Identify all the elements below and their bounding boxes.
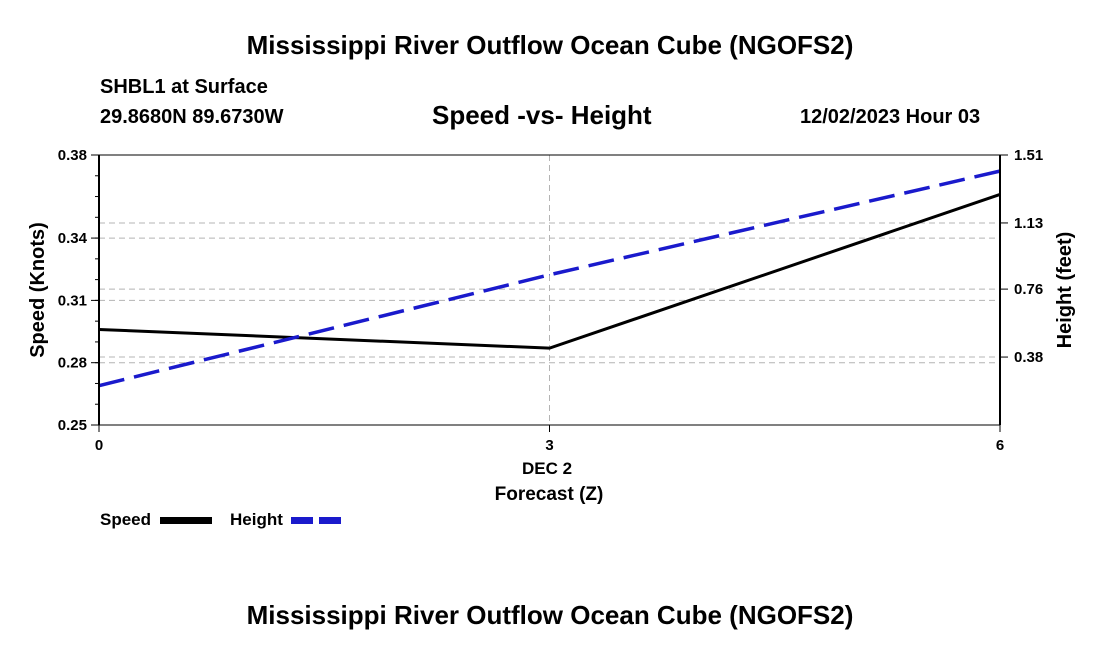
- y-left-tick-label: 0.28: [58, 355, 87, 372]
- y-left-tick-label: 0.38: [58, 147, 87, 164]
- legend-height-swatch: [291, 517, 343, 524]
- series-line-height: [98, 169, 1001, 388]
- y-left-axis-label: Speed (Knots): [27, 222, 49, 358]
- y-right-tick-label: 0.76: [1014, 281, 1043, 298]
- y-left-tick-label: 0.31: [58, 292, 87, 309]
- y-right-tick-label: 1.13: [1014, 215, 1043, 232]
- legend-height-label: Height: [230, 510, 283, 529]
- plot-title: Speed -vs- Height: [432, 100, 652, 130]
- x-tick-label: 3: [545, 437, 553, 454]
- forecast-datetime: 12/02/2023 Hour 03: [800, 106, 981, 128]
- station-coordinates: 29.8680N 89.6730W: [100, 106, 284, 128]
- x-date-label: DEC 2: [522, 459, 572, 478]
- page-title: Mississippi River Outflow Ocean Cube (NG…: [246, 30, 854, 60]
- grid-layer: [99, 154, 1000, 426]
- footer-title: Mississippi River Outflow Ocean Cube (NG…: [246, 600, 854, 630]
- legend-speed-label: Speed: [100, 510, 152, 529]
- y-right-axis-label: Height (feet): [1054, 232, 1076, 349]
- station-label: SHBL1 at Surface: [100, 76, 268, 98]
- y-left-tick-label: 0.34: [58, 230, 88, 247]
- y-right-tick-label: 1.51: [1014, 147, 1043, 164]
- y-left-tick-label: 0.25: [58, 417, 87, 434]
- data-point-height: [549, 274, 550, 276]
- x-tick-label: 6: [996, 437, 1004, 454]
- legend-speed-swatch: [160, 517, 212, 524]
- data-point-speed: [549, 347, 550, 349]
- y-right-tick-label: 0.38: [1014, 349, 1043, 366]
- ticks-layer: 0.25 0.28 0.31 0.34 0.38 0.38 0.76 1.13 1.51 0 3 6: [58, 147, 1043, 454]
- x-tick-label: 0: [95, 437, 103, 454]
- x-axis-label: Forecast (Z): [495, 484, 604, 505]
